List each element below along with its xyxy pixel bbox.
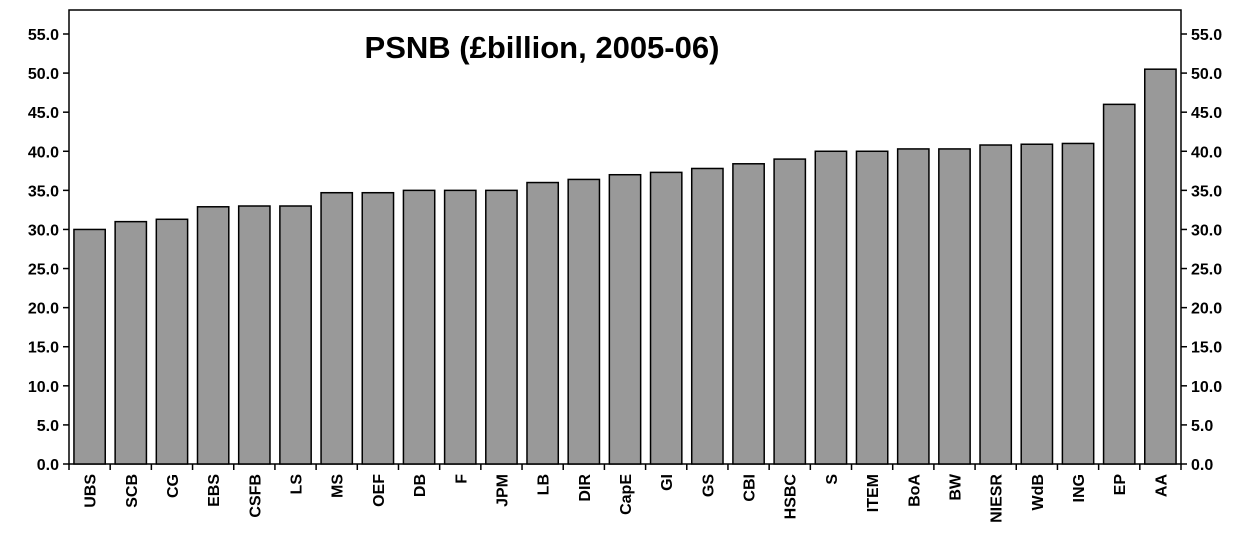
bar-gi xyxy=(649,171,683,465)
y-tick-label-right: 15.0 xyxy=(1191,340,1222,357)
category-label: SCB xyxy=(124,474,141,508)
y-tick-label-left: 30.0 xyxy=(28,222,59,239)
bar-ep xyxy=(1102,103,1136,465)
y-tick-label-right: 55.0 xyxy=(1191,27,1222,44)
bar-s xyxy=(814,150,848,465)
bar-scb xyxy=(114,220,148,465)
y-tick-label-right: 35.0 xyxy=(1191,183,1222,200)
category-label: LS xyxy=(289,474,306,495)
y-tick-label-left: 5.0 xyxy=(37,418,59,435)
y-tick-label-right: 50.0 xyxy=(1191,66,1222,83)
bar-aa xyxy=(1144,68,1177,465)
category-label: WdB xyxy=(1030,474,1047,510)
category-label: LB xyxy=(536,474,553,495)
bar-lb xyxy=(526,181,560,465)
y-tick-label-left: 25.0 xyxy=(28,262,59,279)
y-tick-label-right: 5.0 xyxy=(1191,418,1213,435)
y-tick-label-right: 0.0 xyxy=(1191,457,1213,474)
left-y-axis: 0.0 5.0 10.0 15.0 20.0 25.0 30.0 35.0 40.0 45.0 50… xyxy=(28,27,69,474)
category-label: CBI xyxy=(742,474,759,502)
category-label: AA xyxy=(1153,474,1170,498)
category-label: NIESR xyxy=(989,474,1006,523)
category-label: DB xyxy=(412,474,429,497)
bar-item xyxy=(855,150,889,465)
y-tick-label-left: 15.0 xyxy=(28,340,59,357)
bar-ms xyxy=(320,191,354,465)
bar-gs xyxy=(690,167,724,465)
category-label: GS xyxy=(700,474,717,497)
category-label: UBS xyxy=(83,474,100,508)
bar-wdb xyxy=(1020,143,1054,465)
x-axis-category-labels: UBS SCB CG EBS CSFB LS MS OEF DB F JPM LB DIR CapE GI G… xyxy=(83,473,1171,523)
bar-cape xyxy=(608,173,642,465)
category-label: EBS xyxy=(206,474,223,507)
right-y-axis: 0.0 5.0 10.0 15.0 20.0 25.0 30.0 35.0 40.0 45.0 50… xyxy=(1181,27,1222,474)
y-tick-label-left: 55.0 xyxy=(28,27,59,44)
y-tick-label-left: 10.0 xyxy=(28,379,59,396)
bar-niesr xyxy=(979,144,1013,465)
y-tick-label-left: 20.0 xyxy=(28,301,59,318)
bar-hsbc xyxy=(773,158,807,465)
y-tick-label-right: 45.0 xyxy=(1191,105,1222,122)
bar-csfb xyxy=(237,205,271,465)
category-label: EP xyxy=(1112,474,1129,496)
y-tick-label-left: 50.0 xyxy=(28,66,59,83)
bar-ls xyxy=(279,205,312,465)
category-label: CG xyxy=(165,474,182,498)
bar-ubs xyxy=(73,228,106,465)
bar-ing xyxy=(1061,142,1095,465)
category-label: MS xyxy=(330,474,347,498)
bar-dir xyxy=(567,178,601,465)
category-label: ING xyxy=(1071,474,1088,502)
bar-f xyxy=(443,189,477,465)
chart-title: PSNB (£billion, 2005-06) xyxy=(365,30,720,65)
bar-cg xyxy=(155,218,189,465)
bar-db xyxy=(402,189,436,465)
category-label: OEF xyxy=(371,474,388,507)
y-tick-label-right: 25.0 xyxy=(1191,262,1222,279)
category-label: GI xyxy=(659,474,676,491)
x-axis xyxy=(68,464,1182,470)
category-label: BoA xyxy=(906,474,923,507)
y-tick-label-left: 40.0 xyxy=(28,144,59,161)
category-label: S xyxy=(824,474,841,485)
category-label: JPM xyxy=(494,474,511,507)
y-tick-label-right: 30.0 xyxy=(1191,222,1222,239)
category-label: F xyxy=(453,474,470,484)
y-tick-label-right: 10.0 xyxy=(1191,379,1222,396)
bar-bw xyxy=(938,148,971,465)
category-label: HSBC xyxy=(783,474,800,520)
bar-oef xyxy=(361,191,395,465)
bar-cbi xyxy=(732,163,765,465)
category-label: ITEM xyxy=(865,474,882,512)
y-tick-label-left: 0.0 xyxy=(37,457,59,474)
bar-boa xyxy=(896,148,930,465)
y-tick-label-right: 40.0 xyxy=(1191,144,1222,161)
category-label: BW xyxy=(947,473,964,501)
y-tick-label-left: 35.0 xyxy=(28,183,59,200)
bar-series xyxy=(73,68,1177,465)
bar-jpm xyxy=(485,189,518,465)
category-label: CSFB xyxy=(247,474,264,518)
y-tick-label-left: 45.0 xyxy=(28,105,59,122)
category-label: DIR xyxy=(577,474,594,502)
bar-ebs xyxy=(196,206,230,465)
y-tick-label-right: 20.0 xyxy=(1191,301,1222,318)
category-label: CapE xyxy=(618,474,635,515)
